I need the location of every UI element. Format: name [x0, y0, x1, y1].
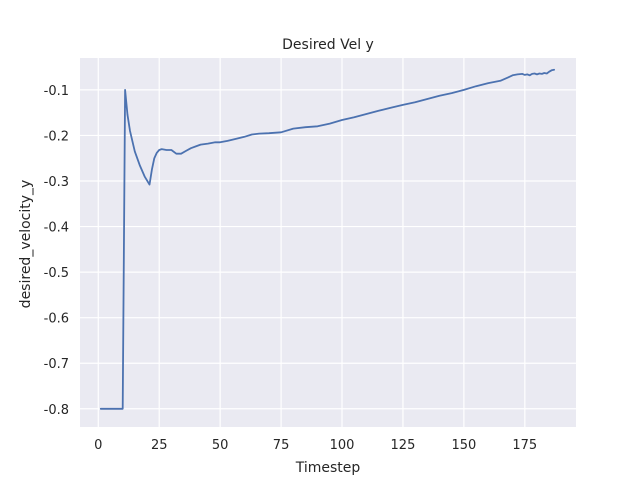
series-layer — [99, 68, 555, 410]
y-tick-label: -0.3 — [44, 175, 69, 190]
y-tick-label: -0.6 — [44, 312, 69, 327]
x-axis-label: Timestep — [295, 460, 361, 476]
y-axis-label: desired_velocity_y — [18, 180, 34, 309]
x-tick-label: 125 — [391, 438, 416, 453]
y-tick-label: -0.8 — [44, 403, 69, 418]
y-tick-label: -0.2 — [44, 129, 69, 144]
y-tick-label: -0.4 — [44, 221, 69, 236]
x-tick-label: 0 — [94, 438, 102, 453]
series-line-0 — [99, 68, 555, 410]
tick-labels: 0 25 50 75 100 125 150 175 -0.8 -0.7 -0.6 -0.5 -0.4 -… — [44, 84, 538, 453]
x-tick-label: 25 — [151, 438, 168, 453]
grid — [80, 58, 576, 427]
chart-title: Desired Vel y — [282, 37, 374, 53]
x-tick-label: 50 — [212, 438, 229, 453]
y-tick-label: -0.7 — [44, 357, 69, 372]
y-tick-label: -0.5 — [44, 266, 69, 281]
x-tick-label: 75 — [273, 438, 290, 453]
x-tick-label: 100 — [330, 438, 355, 453]
x-tick-label: 150 — [451, 438, 476, 453]
plot-area — [80, 58, 576, 427]
x-tick-label: 175 — [512, 438, 537, 453]
y-tick-label: -0.1 — [44, 84, 69, 99]
